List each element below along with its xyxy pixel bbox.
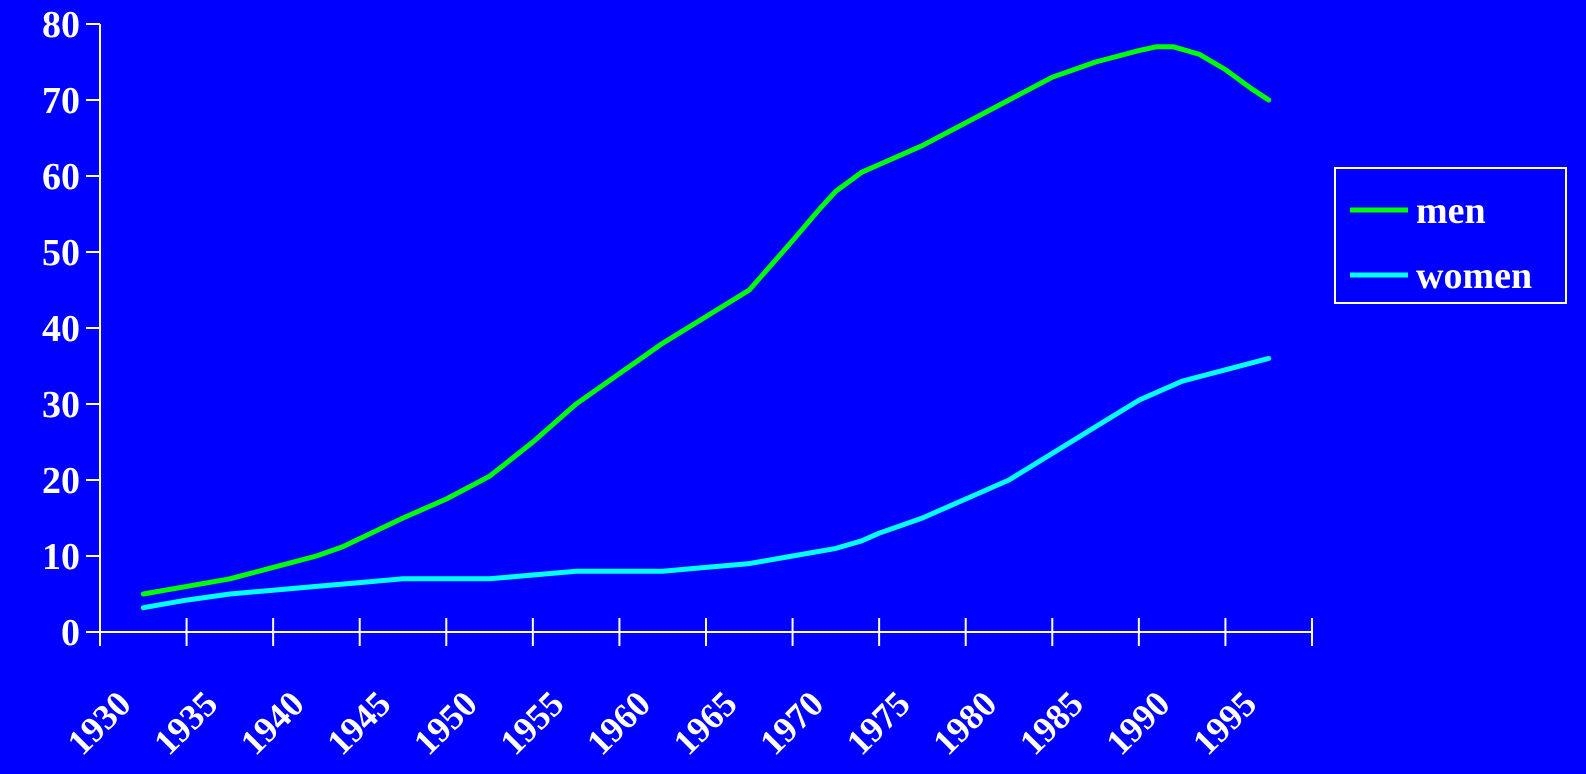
x-tick-label: 1975: [839, 683, 918, 762]
y-tick-label: 60: [42, 156, 80, 198]
x-tick-label: 1930: [59, 683, 138, 762]
x-tick-label: 1940: [233, 683, 312, 762]
x-tick-label: 1965: [665, 683, 744, 762]
y-tick-label: 80: [42, 4, 80, 46]
x-tick-label: 1970: [752, 683, 831, 762]
legend-box: [1334, 167, 1567, 304]
x-tick-label: 1960: [579, 683, 658, 762]
x-tick-label: 1990: [1098, 683, 1177, 762]
x-tick-label: 1995: [1185, 683, 1264, 762]
y-tick-label: 50: [42, 232, 80, 274]
x-tick-label: 1950: [406, 683, 485, 762]
x-tick-label: 1945: [319, 683, 398, 762]
y-tick-label: 10: [42, 536, 80, 578]
x-axis-ticks: 1930 1935 1940 1945 1950 1955 1960 1965 1970 1975…: [59, 618, 1313, 763]
legend-label-women: women: [1416, 255, 1532, 297]
y-axis-ticks: 0 10 20 30 40 50 60 70 80: [42, 4, 100, 654]
y-tick-label: 30: [42, 384, 80, 426]
y-tick-label: 40: [42, 308, 80, 350]
series-line-men: [140, 44, 1272, 597]
series-lines: [140, 44, 1272, 611]
y-tick-label: 0: [61, 612, 80, 654]
axes: [99, 24, 1312, 633]
legend: men women: [1334, 167, 1567, 304]
x-tick-label: 1985: [1012, 683, 1091, 762]
legend-label-men: men: [1416, 190, 1486, 232]
series-line-women: [140, 355, 1272, 611]
y-tick-label: 70: [42, 80, 80, 122]
x-tick-label: 1935: [146, 683, 225, 762]
y-tick-label: 20: [42, 460, 80, 502]
x-tick-label: 1955: [492, 683, 571, 762]
x-tick-label: 1980: [925, 683, 1004, 762]
